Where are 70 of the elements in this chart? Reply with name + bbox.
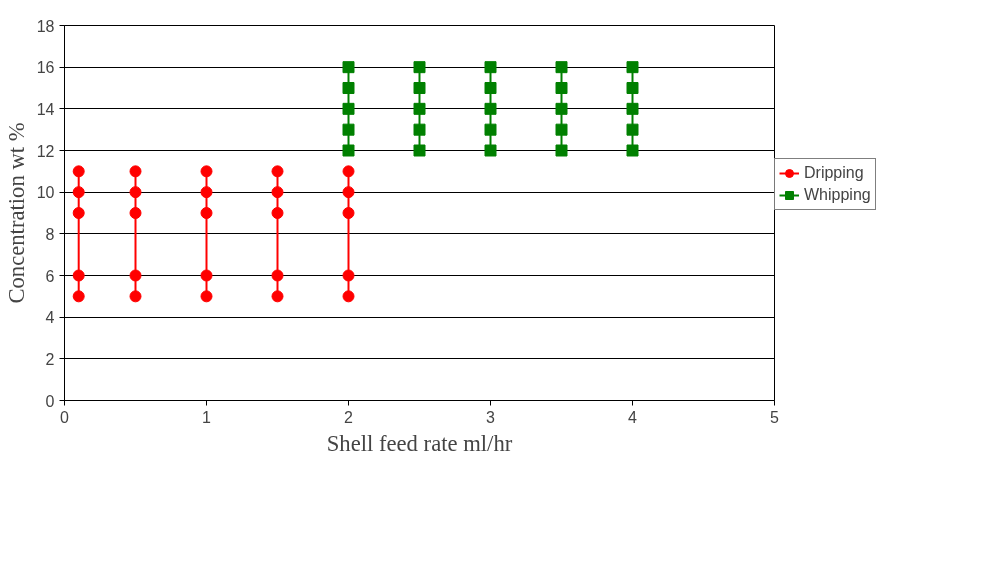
point xyxy=(271,290,284,303)
point xyxy=(555,144,568,157)
point xyxy=(271,186,284,199)
point xyxy=(72,269,85,282)
point xyxy=(484,144,497,157)
x-tick-label: 4 xyxy=(628,408,638,426)
point xyxy=(200,290,213,303)
y-tick-label: 8 xyxy=(45,225,55,243)
point xyxy=(342,123,355,136)
y-tick-label: 18 xyxy=(36,17,55,35)
point xyxy=(484,123,497,136)
point xyxy=(413,144,426,157)
point xyxy=(342,61,355,74)
point xyxy=(413,82,426,94)
point xyxy=(555,123,568,136)
y-tick-label: 4 xyxy=(45,309,55,327)
point xyxy=(129,269,142,282)
y-tick-label: 12 xyxy=(36,142,55,160)
point xyxy=(271,269,284,282)
point xyxy=(555,102,568,115)
point xyxy=(129,290,142,303)
point xyxy=(484,102,497,115)
x-tick-label: 5 xyxy=(770,408,780,426)
point xyxy=(342,207,355,219)
point xyxy=(200,269,213,282)
point xyxy=(129,165,142,178)
point xyxy=(626,82,639,94)
x-axis-title: Shell feed rate ml/hr xyxy=(326,430,513,456)
point xyxy=(200,165,213,178)
point xyxy=(72,290,85,303)
point xyxy=(342,269,355,282)
point xyxy=(342,290,355,303)
point xyxy=(626,144,639,157)
point xyxy=(413,61,426,74)
x-tick-label: 2 xyxy=(344,408,354,426)
point xyxy=(555,82,568,94)
y-tick-label: 10 xyxy=(36,184,55,202)
point xyxy=(342,102,355,115)
point xyxy=(484,61,497,74)
y-tick-label: 0 xyxy=(45,392,55,410)
y-tick-label: 16 xyxy=(36,59,55,77)
point xyxy=(200,207,213,219)
point xyxy=(72,165,85,178)
point xyxy=(342,144,355,157)
point xyxy=(271,207,284,219)
x-tick-label: 0 xyxy=(60,408,70,426)
legend-label: Dripping xyxy=(804,164,864,182)
point xyxy=(626,102,639,115)
y-tick-label: 2 xyxy=(45,350,55,368)
point xyxy=(271,165,284,178)
point xyxy=(413,123,426,136)
point xyxy=(626,123,639,136)
point xyxy=(200,186,213,199)
point xyxy=(342,82,355,94)
point xyxy=(342,165,355,178)
point xyxy=(129,207,142,219)
point xyxy=(342,186,355,199)
x-tick-label: 3 xyxy=(486,408,496,426)
y-axis-title: Concentration wt % xyxy=(3,122,29,304)
point xyxy=(413,102,426,115)
x-tick-label: 1 xyxy=(202,408,212,426)
y-tick-label: 6 xyxy=(45,267,55,285)
point xyxy=(72,207,85,219)
y-tick-label: 14 xyxy=(36,100,55,118)
point xyxy=(555,61,568,74)
legend-label: Whipping xyxy=(804,186,871,204)
point xyxy=(72,186,85,199)
point xyxy=(626,61,639,74)
point xyxy=(129,186,142,199)
point xyxy=(484,82,497,94)
